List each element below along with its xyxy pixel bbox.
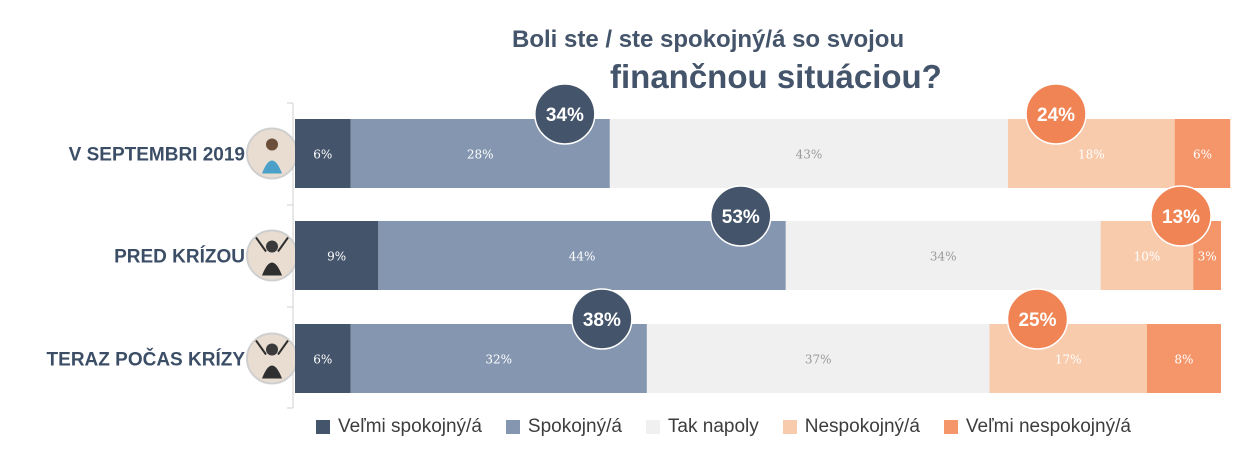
segment-label-r0-s3: 18%	[1078, 148, 1105, 162]
bar-segment-r2-s2	[646, 324, 990, 393]
legend-swatch-3	[782, 420, 797, 434]
segment-label-r1-s0: 9%	[327, 250, 346, 264]
segment-label-r1-s2: 34%	[930, 250, 957, 264]
bar-segment-r0-s2	[609, 119, 1009, 188]
legend-label-1: Spokojný/á	[527, 416, 622, 437]
dissatisfied-bubble-2	[1006, 288, 1069, 350]
bar-segment-r0-s4	[1174, 119, 1231, 188]
legend-item-4: Veľmi nespokojný/á	[943, 416, 1131, 438]
chart-title-line2: finančnou situáciou?	[610, 58, 942, 95]
bar-segment-r2-s4	[1146, 324, 1221, 393]
segment-label-r0-s1: 28%	[467, 148, 494, 162]
segment-label-r0-s2: 43%	[796, 148, 823, 162]
legend-label-2: Tak napoly	[667, 416, 759, 437]
legend-label-4: Veľmi nespokojný/á	[965, 416, 1131, 437]
legend-label-3: Nespokojný/á	[804, 416, 920, 437]
bar-segment-r0-s0	[295, 119, 351, 188]
satisfied-bubble-label-0: 34%	[546, 105, 584, 126]
dissatisfied-bubble-0	[1025, 83, 1087, 145]
satisfied-bubble-1	[710, 185, 772, 247]
row-avatar-0	[246, 127, 298, 180]
satisfied-bubble-0	[534, 83, 596, 145]
segment-label-r1-s4: 3%	[1198, 250, 1217, 264]
chart-legend: Veľmi spokojný/á Spokojný/á Tak napoly Nesp…	[316, 414, 1236, 440]
segment-label-r2-s0: 6%	[313, 353, 332, 367]
segment-label-r1-s1: 44%	[569, 250, 596, 264]
dissatisfied-bubble-1	[1150, 185, 1212, 247]
legend-swatch-2	[645, 420, 660, 434]
segment-label-r0-s0: 6%	[313, 148, 332, 162]
legend-swatch-0	[316, 420, 330, 434]
satisfied-bubble-label-2: 38%	[583, 310, 621, 331]
chart-title-line1: Boli ste / ste spokojný/á so svojou	[512, 26, 905, 53]
bar-segment-r2-s0	[295, 324, 351, 393]
segment-label-r2-s4: 8%	[1174, 353, 1193, 367]
legend-swatch-4	[943, 420, 958, 434]
legend-label-0: Veľmi spokojný/á	[338, 416, 482, 437]
segment-label-r1-s3: 10%	[1134, 250, 1161, 264]
legend-item-0: Veľmi spokojný/á	[316, 416, 482, 438]
row-avatar-2	[246, 332, 298, 385]
category-label-0: V SEPTEMBRI 2019	[69, 145, 245, 166]
legend-swatch-1	[505, 420, 520, 434]
legend-item-2: Tak napoly	[645, 416, 759, 438]
segment-label-r2-s3: 17%	[1055, 353, 1082, 367]
bar-segment-r1-s2	[785, 221, 1101, 290]
bar-segment-r1-s0	[295, 221, 379, 290]
satisfied-bubble-label-1: 53%	[722, 207, 760, 228]
dissatisfied-bubble-label-1: 13%	[1162, 207, 1200, 228]
legend-item-1: Spokojný/á	[505, 416, 622, 438]
category-label-2: TERAZ POČAS KRÍZY	[47, 349, 246, 371]
segment-label-r0-s4: 6%	[1193, 148, 1212, 162]
dissatisfied-bubble-label-2: 25%	[1018, 310, 1056, 331]
segment-label-r2-s2: 37%	[805, 353, 832, 367]
category-label-1: PRED KRÍZOU	[114, 246, 245, 268]
satisfied-bubble-2	[571, 288, 633, 350]
dissatisfied-bubble-label-0: 24%	[1037, 105, 1075, 126]
legend-item-3: Nespokojný/á	[782, 416, 920, 438]
row-avatar-1	[246, 229, 298, 282]
segment-label-r2-s1: 32%	[485, 353, 512, 367]
